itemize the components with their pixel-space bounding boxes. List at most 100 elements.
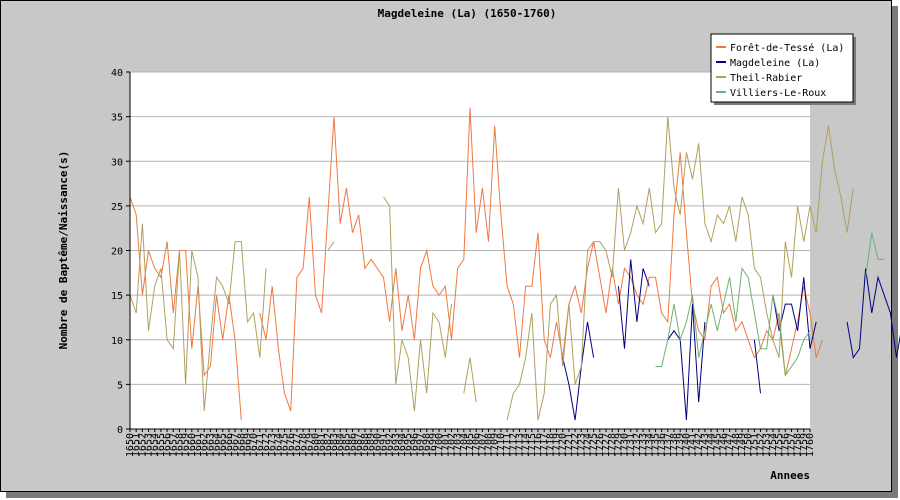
x-tick-label: 1652 (137, 433, 148, 457)
series-segment (383, 196, 452, 412)
x-tick-label: 1738 (669, 433, 680, 457)
series-segment (506, 116, 854, 421)
series-segment (865, 232, 885, 278)
x-tick-label: 1724 (582, 433, 593, 457)
x-tick-label: 1700 (434, 433, 445, 457)
x-tick-label: 1661 (193, 433, 204, 457)
x-tick-label: 1683 (329, 433, 340, 457)
x-tick-label: 1698 (422, 433, 433, 457)
legend: Forêt-de-Tessé (La) Magdeleine (La) Theil-… (710, 33, 856, 105)
x-tick-label: 1673 (267, 433, 278, 457)
x-tick-label: 1713 (514, 433, 525, 457)
x-tick-label: 1651 (131, 433, 142, 457)
x-tick-label: 1680 (310, 433, 321, 457)
x-tick-label: 1677 (292, 433, 303, 457)
x-tick-label: 1732 (632, 433, 643, 457)
x-tick-label: 1747 (725, 433, 736, 457)
x-tick-label: 1725 (589, 433, 600, 457)
x-tick-label: 1715 (527, 433, 538, 457)
x-tick-label: 1728 (607, 433, 618, 457)
x-tick-label: 1741 (688, 433, 699, 457)
series-segment (129, 223, 267, 412)
x-tick-label: 1758 (793, 433, 804, 457)
x-tick-label: 1699 (428, 433, 439, 457)
x-tick-label: 1664 (212, 433, 223, 457)
x-tick-label: 1708 (484, 433, 495, 457)
x-tick-label: 1663 (205, 433, 216, 457)
x-tick-label: 1662 (199, 433, 210, 457)
x-tick-label: 1654 (150, 433, 161, 457)
x-tick-label: 1658 (174, 433, 185, 457)
x-tick-label: 1731 (626, 433, 637, 457)
x-tick-label: 1736 (657, 433, 668, 457)
x-tick-label: 1691 (378, 433, 389, 457)
y-tick-label: 10 (111, 336, 123, 347)
x-tick-label: 1653 (144, 433, 155, 457)
x-tick-label: 1755 (774, 433, 785, 457)
x-tick-label: 1703 (453, 433, 464, 457)
legend-label: Magdeleine (La) (730, 58, 820, 69)
series-segment (562, 321, 595, 421)
series-segment (753, 339, 761, 394)
x-tick-label: 1709 (490, 433, 501, 457)
x-tick-label: 1684 (335, 433, 346, 457)
x-tick-label: 1676 (286, 433, 297, 457)
x-tick-label: 1707 (477, 433, 488, 457)
x-tick-label: 1657 (168, 433, 179, 457)
x-tick-label: 1745 (712, 433, 723, 457)
x-tick-label: 1685 (341, 433, 352, 457)
x-tick-label: 1660 (187, 433, 198, 457)
x-tick-label: 1740 (681, 433, 692, 457)
x-tick-label: 1696 (409, 433, 420, 457)
series-segment (846, 268, 900, 359)
y-tick-label: 5 (117, 380, 123, 391)
y-tick-labels: 0 5 10 15 20 25 30 35 40 (111, 68, 130, 436)
chart-title: Magdeleine (La) (1650-1760) (378, 7, 557, 20)
legend-box (710, 33, 854, 103)
x-tick-label: 1760 (805, 433, 816, 457)
series-segment (259, 107, 823, 412)
x-tick-label: 1729 (613, 433, 624, 457)
x-tick-label: 1669 (242, 433, 253, 457)
series-segment (667, 304, 706, 421)
x-tick-label: 1679 (304, 433, 315, 457)
legend-items: Forêt-de-Tessé (La) Magdeleine (La) Theil-… (716, 42, 844, 99)
x-tick-label: 1694 (397, 433, 408, 457)
x-tick-label: 1710 (496, 433, 507, 457)
x-tick-label: 1695 (403, 433, 414, 457)
x-tick-label: 1674 (273, 433, 284, 457)
series-segment (655, 267, 811, 377)
y-tick-label: 0 (117, 425, 123, 436)
frame-shadow-right (892, 6, 898, 498)
y-tick-label: 30 (111, 157, 123, 168)
x-tick-label: 1726 (595, 433, 606, 457)
x-tick-label: 1734 (644, 433, 655, 457)
series-line (655, 232, 885, 377)
x-tick-label: 1749 (737, 433, 748, 457)
x-tick-label: 1702 (446, 433, 457, 457)
x-tick-label: 1717 (539, 433, 550, 457)
x-tick-label: 1675 (280, 433, 291, 457)
y-tick-label: 25 (111, 202, 123, 213)
legend-label: Forêt-de-Tessé (La) (730, 42, 844, 54)
x-tick-label: 1752 (756, 433, 767, 457)
x-tick-label: 1681 (317, 433, 328, 457)
x-tick-label: 1759 (799, 433, 810, 457)
x-tick-label: 1697 (416, 433, 427, 457)
x-tick-label: 1666 (224, 433, 235, 457)
x-tick-label: 1705 (465, 433, 476, 457)
series-line (562, 259, 900, 421)
x-tick-label: 1753 (762, 433, 773, 457)
x-tick-label: 1719 (552, 433, 563, 457)
x-tick-label: 1727 (601, 433, 612, 457)
x-tick-label: 1751 (749, 433, 760, 457)
x-tick-label: 1723 (576, 433, 587, 457)
x-tick-label: 1668 (236, 433, 247, 457)
x-tick-label: 1671 (255, 433, 266, 457)
x-tick-label: 1672 (261, 433, 272, 457)
x-tick-label: 1656 (162, 433, 173, 457)
x-tick-label: 1689 (366, 433, 377, 457)
x-tick-label: 1665 (218, 433, 229, 457)
x-tick-label: 1655 (156, 433, 167, 457)
